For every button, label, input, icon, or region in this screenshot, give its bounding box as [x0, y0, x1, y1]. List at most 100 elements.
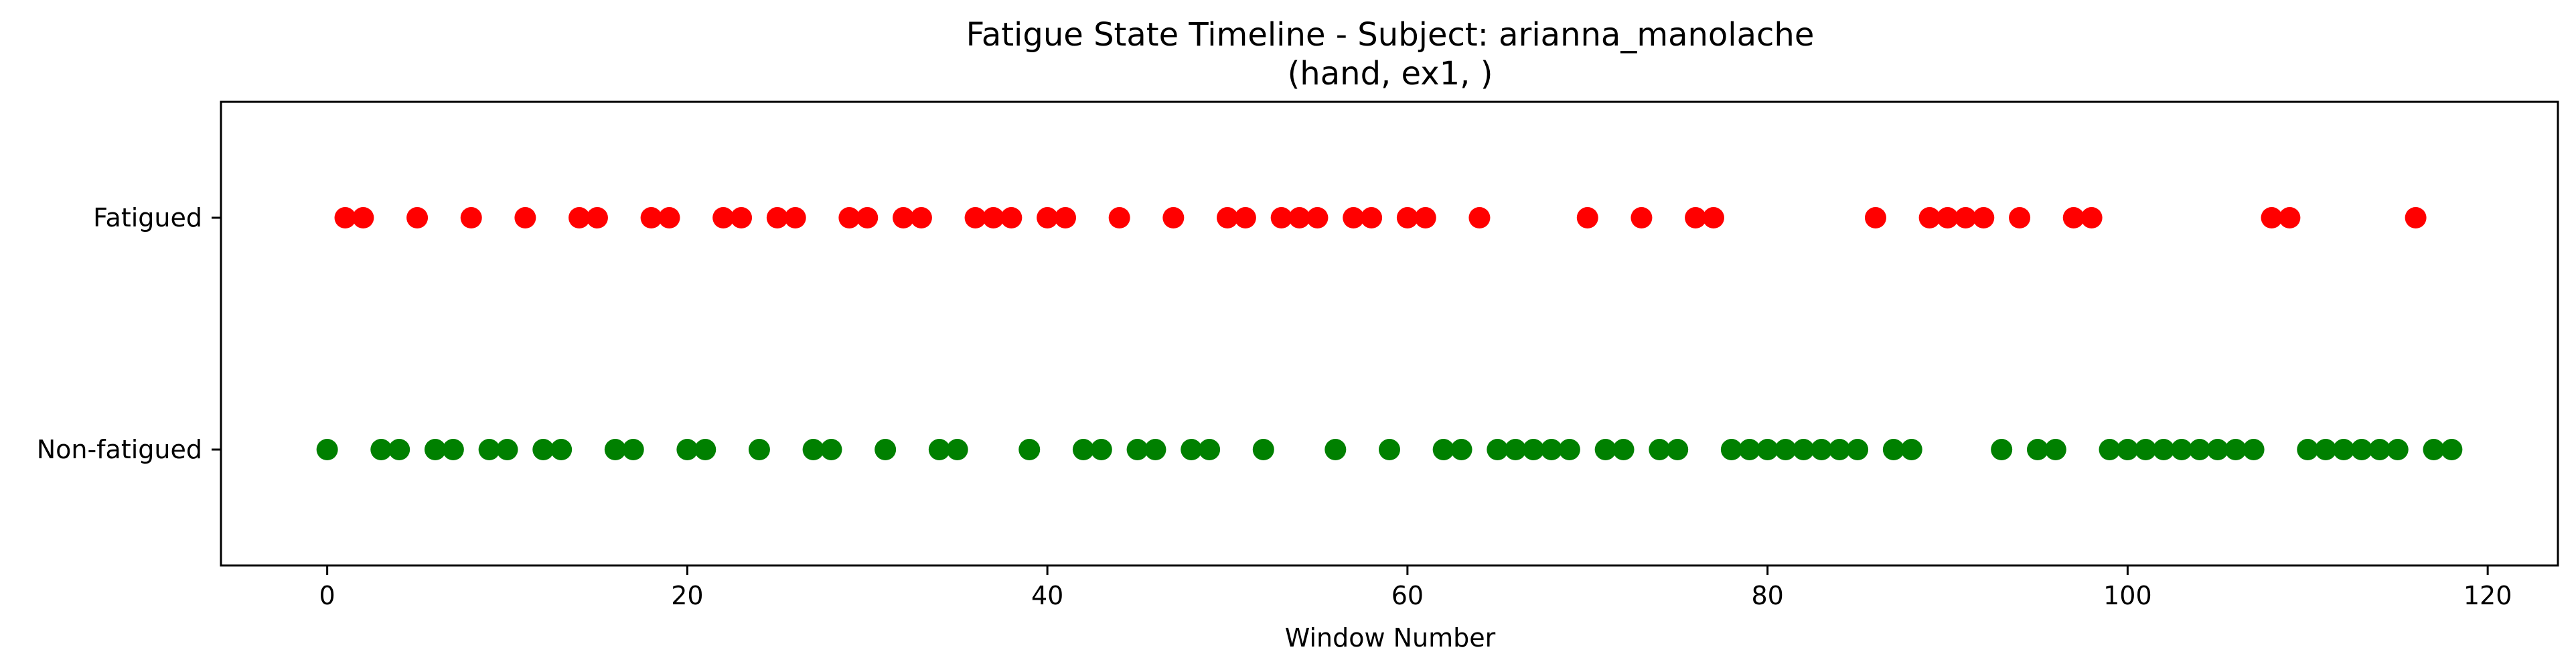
data-point — [946, 439, 968, 460]
data-point — [1217, 207, 1239, 228]
data-point — [1540, 439, 1562, 460]
data-point — [352, 207, 374, 228]
data-point — [478, 439, 500, 460]
x-tick-label: 0 — [319, 581, 335, 610]
data-point — [1774, 439, 1797, 460]
data-point — [910, 207, 932, 228]
data-point — [460, 207, 482, 228]
y-axis-ticks: Non-fatigued Fatigued — [37, 203, 221, 464]
data-point — [1793, 439, 1815, 460]
data-point — [1181, 439, 1203, 460]
y-tick-label: Non-fatigued — [37, 435, 202, 464]
data-point — [1414, 207, 1436, 228]
data-point — [856, 207, 879, 228]
data-point — [1000, 207, 1022, 228]
data-point — [1432, 439, 1454, 460]
data-point — [1991, 439, 2013, 460]
data-point — [1108, 207, 1130, 228]
x-tick-label: 80 — [1751, 581, 1783, 610]
data-point — [1072, 439, 1094, 460]
data-point — [2224, 439, 2247, 460]
data-point — [2279, 207, 2301, 228]
data-point — [1937, 207, 1959, 228]
data-point — [731, 207, 753, 228]
data-point — [1468, 207, 1491, 228]
data-point — [820, 439, 842, 460]
data-point — [1199, 439, 1221, 460]
data-point — [640, 207, 662, 228]
data-point — [442, 439, 464, 460]
y-tick-label: Fatigued — [93, 203, 202, 232]
data-point — [676, 439, 698, 460]
data-point — [370, 439, 392, 460]
data-point — [2297, 439, 2319, 460]
data-point — [1576, 207, 1598, 228]
data-point — [2153, 439, 2175, 460]
data-points — [316, 207, 2463, 460]
data-point — [838, 207, 860, 228]
data-point — [1811, 439, 1833, 460]
data-point — [1090, 439, 1112, 460]
data-point — [622, 439, 644, 460]
data-point — [2368, 439, 2391, 460]
x-axis-label: Window Number — [1285, 623, 1496, 653]
plot-area — [220, 100, 2559, 567]
data-point — [2044, 439, 2066, 460]
data-point — [1900, 439, 1922, 460]
data-point — [1918, 207, 1941, 228]
data-point — [964, 207, 986, 228]
data-point — [1055, 207, 1077, 228]
data-point — [316, 439, 338, 460]
data-point — [1558, 439, 1580, 460]
data-point — [802, 439, 824, 460]
data-point — [2350, 439, 2372, 460]
data-point — [1379, 439, 1400, 460]
data-point — [658, 207, 680, 228]
data-point — [982, 207, 1004, 228]
data-point — [2315, 439, 2337, 460]
data-point — [1685, 207, 1707, 228]
data-point — [2405, 207, 2427, 228]
data-point — [2099, 439, 2121, 460]
data-point — [569, 207, 591, 228]
data-point — [1505, 439, 1527, 460]
data-point — [532, 439, 554, 460]
data-point — [604, 439, 626, 460]
data-point — [1126, 439, 1148, 460]
data-point — [2423, 439, 2445, 460]
data-point — [1288, 207, 1310, 228]
x-tick-label: 40 — [1031, 581, 1063, 610]
x-tick-label: 100 — [2103, 581, 2152, 610]
data-point — [1396, 207, 1418, 228]
data-point — [586, 207, 608, 228]
data-point — [1702, 207, 1724, 228]
data-point — [1594, 439, 1616, 460]
data-point — [748, 439, 770, 460]
data-point — [928, 439, 950, 460]
data-point — [1720, 439, 1742, 460]
data-point — [2441, 439, 2463, 460]
data-point — [1631, 207, 1653, 228]
data-point — [2080, 207, 2103, 228]
data-point — [2261, 207, 2283, 228]
data-point — [1829, 439, 1851, 460]
data-point — [694, 439, 716, 460]
data-point — [2009, 207, 2031, 228]
data-point — [2188, 439, 2210, 460]
data-point — [1955, 207, 1977, 228]
x-tick-label: 20 — [671, 581, 703, 610]
data-point — [1667, 439, 1689, 460]
data-point — [893, 207, 915, 228]
data-point — [1649, 439, 1671, 460]
x-axis-ticks: 0 20 40 60 80 100 120 — [319, 565, 2512, 610]
data-point — [2243, 439, 2265, 460]
data-point — [1306, 207, 1329, 228]
data-point — [1343, 207, 1365, 228]
data-point — [334, 207, 356, 228]
x-tick-label: 60 — [1391, 581, 1424, 610]
data-point — [1973, 207, 1995, 228]
data-point — [1738, 439, 1760, 460]
data-point — [1162, 207, 1185, 228]
data-point — [2026, 439, 2048, 460]
